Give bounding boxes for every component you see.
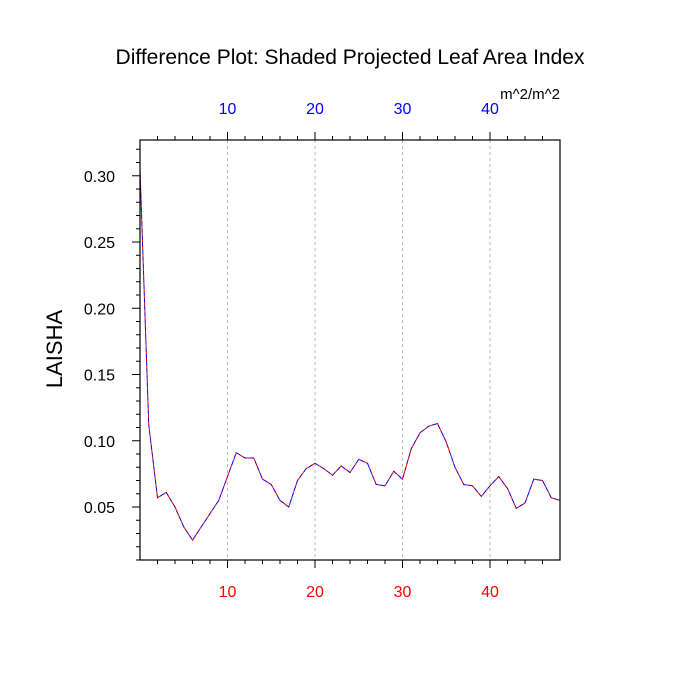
- data-point: [148, 424, 150, 426]
- data-point: [235, 452, 237, 454]
- y-tick-label: 0.05: [84, 500, 115, 517]
- series-line-blue: [139, 169, 561, 542]
- data-point: [305, 467, 307, 470]
- data-point: [261, 478, 264, 480]
- x-top-tick-label: 40: [481, 101, 499, 118]
- data-point: [533, 478, 535, 480]
- x-axis-bottom-ticks: 10 20 30 40: [157, 560, 543, 601]
- plot-frame: [139, 139, 561, 561]
- data-point: [463, 483, 465, 486]
- y-tick-label: 0.25: [84, 235, 115, 252]
- data-point: [419, 432, 421, 434]
- y-axis-ticks: 0.05 0.10 0.15 0.20 0.25 0.30: [84, 148, 140, 561]
- data-point: [436, 422, 439, 425]
- x-tick-label: 20: [306, 584, 324, 601]
- data-point: [410, 448, 412, 450]
- data-point: [270, 483, 272, 486]
- x-tick-label: 10: [219, 584, 237, 601]
- data-point: [183, 526, 185, 528]
- data-point: [156, 497, 159, 499]
- data-point: [506, 487, 509, 490]
- data-point: [375, 483, 377, 486]
- x-top-tick-label: 20: [306, 101, 324, 118]
- data-point: [296, 479, 299, 482]
- data-point: [401, 478, 404, 480]
- units-label: m^2/m^2: [500, 86, 560, 103]
- grid: [227, 140, 491, 560]
- data-point: [288, 506, 290, 508]
- data-point: [366, 462, 369, 464]
- series-line-red: [139, 169, 561, 542]
- data-point: [498, 475, 500, 478]
- data-point: [226, 475, 229, 478]
- y-tick-label: 0.15: [84, 368, 115, 385]
- data-point: [489, 485, 491, 487]
- data-point: [244, 457, 246, 459]
- data-point: [314, 462, 316, 464]
- data-point: [524, 502, 526, 504]
- x-axis-top-ticks: 10 20 30 40: [157, 101, 543, 140]
- x-top-tick-label: 10: [219, 101, 237, 118]
- data-point: [515, 507, 517, 509]
- data-point: [209, 513, 211, 515]
- y-tick-label: 0.10: [84, 434, 115, 451]
- data-point: [253, 457, 255, 459]
- data-point: [200, 526, 202, 528]
- data-point: [393, 470, 395, 472]
- data-point: [445, 441, 447, 443]
- data-point: [331, 474, 334, 476]
- data-point: [358, 458, 360, 460]
- data-point: [454, 466, 456, 468]
- data-point: [550, 497, 552, 499]
- data-point: [428, 425, 430, 427]
- data-point: [191, 539, 194, 541]
- data-point: [174, 506, 176, 508]
- y-tick-label: 0.20: [84, 301, 115, 318]
- x-top-tick-label: 30: [394, 101, 412, 118]
- data-point: [471, 485, 474, 487]
- series-group: [139, 168, 561, 542]
- y-axis-title: LAISHA: [42, 310, 67, 389]
- chart-title: Difference Plot: Shaded Projected Leaf A…: [116, 46, 585, 69]
- data-point: [165, 491, 167, 494]
- x-tick-label: 30: [394, 584, 412, 601]
- data-point: [340, 465, 342, 467]
- data-point: [218, 499, 220, 501]
- data-point: [279, 499, 281, 501]
- x-tick-label: 40: [481, 584, 499, 601]
- y-tick-label: 0.30: [84, 169, 115, 186]
- data-point: [323, 467, 325, 470]
- data-point: [541, 479, 544, 482]
- data-point: [349, 471, 351, 474]
- data-point: [384, 485, 386, 487]
- data-point: [480, 495, 482, 498]
